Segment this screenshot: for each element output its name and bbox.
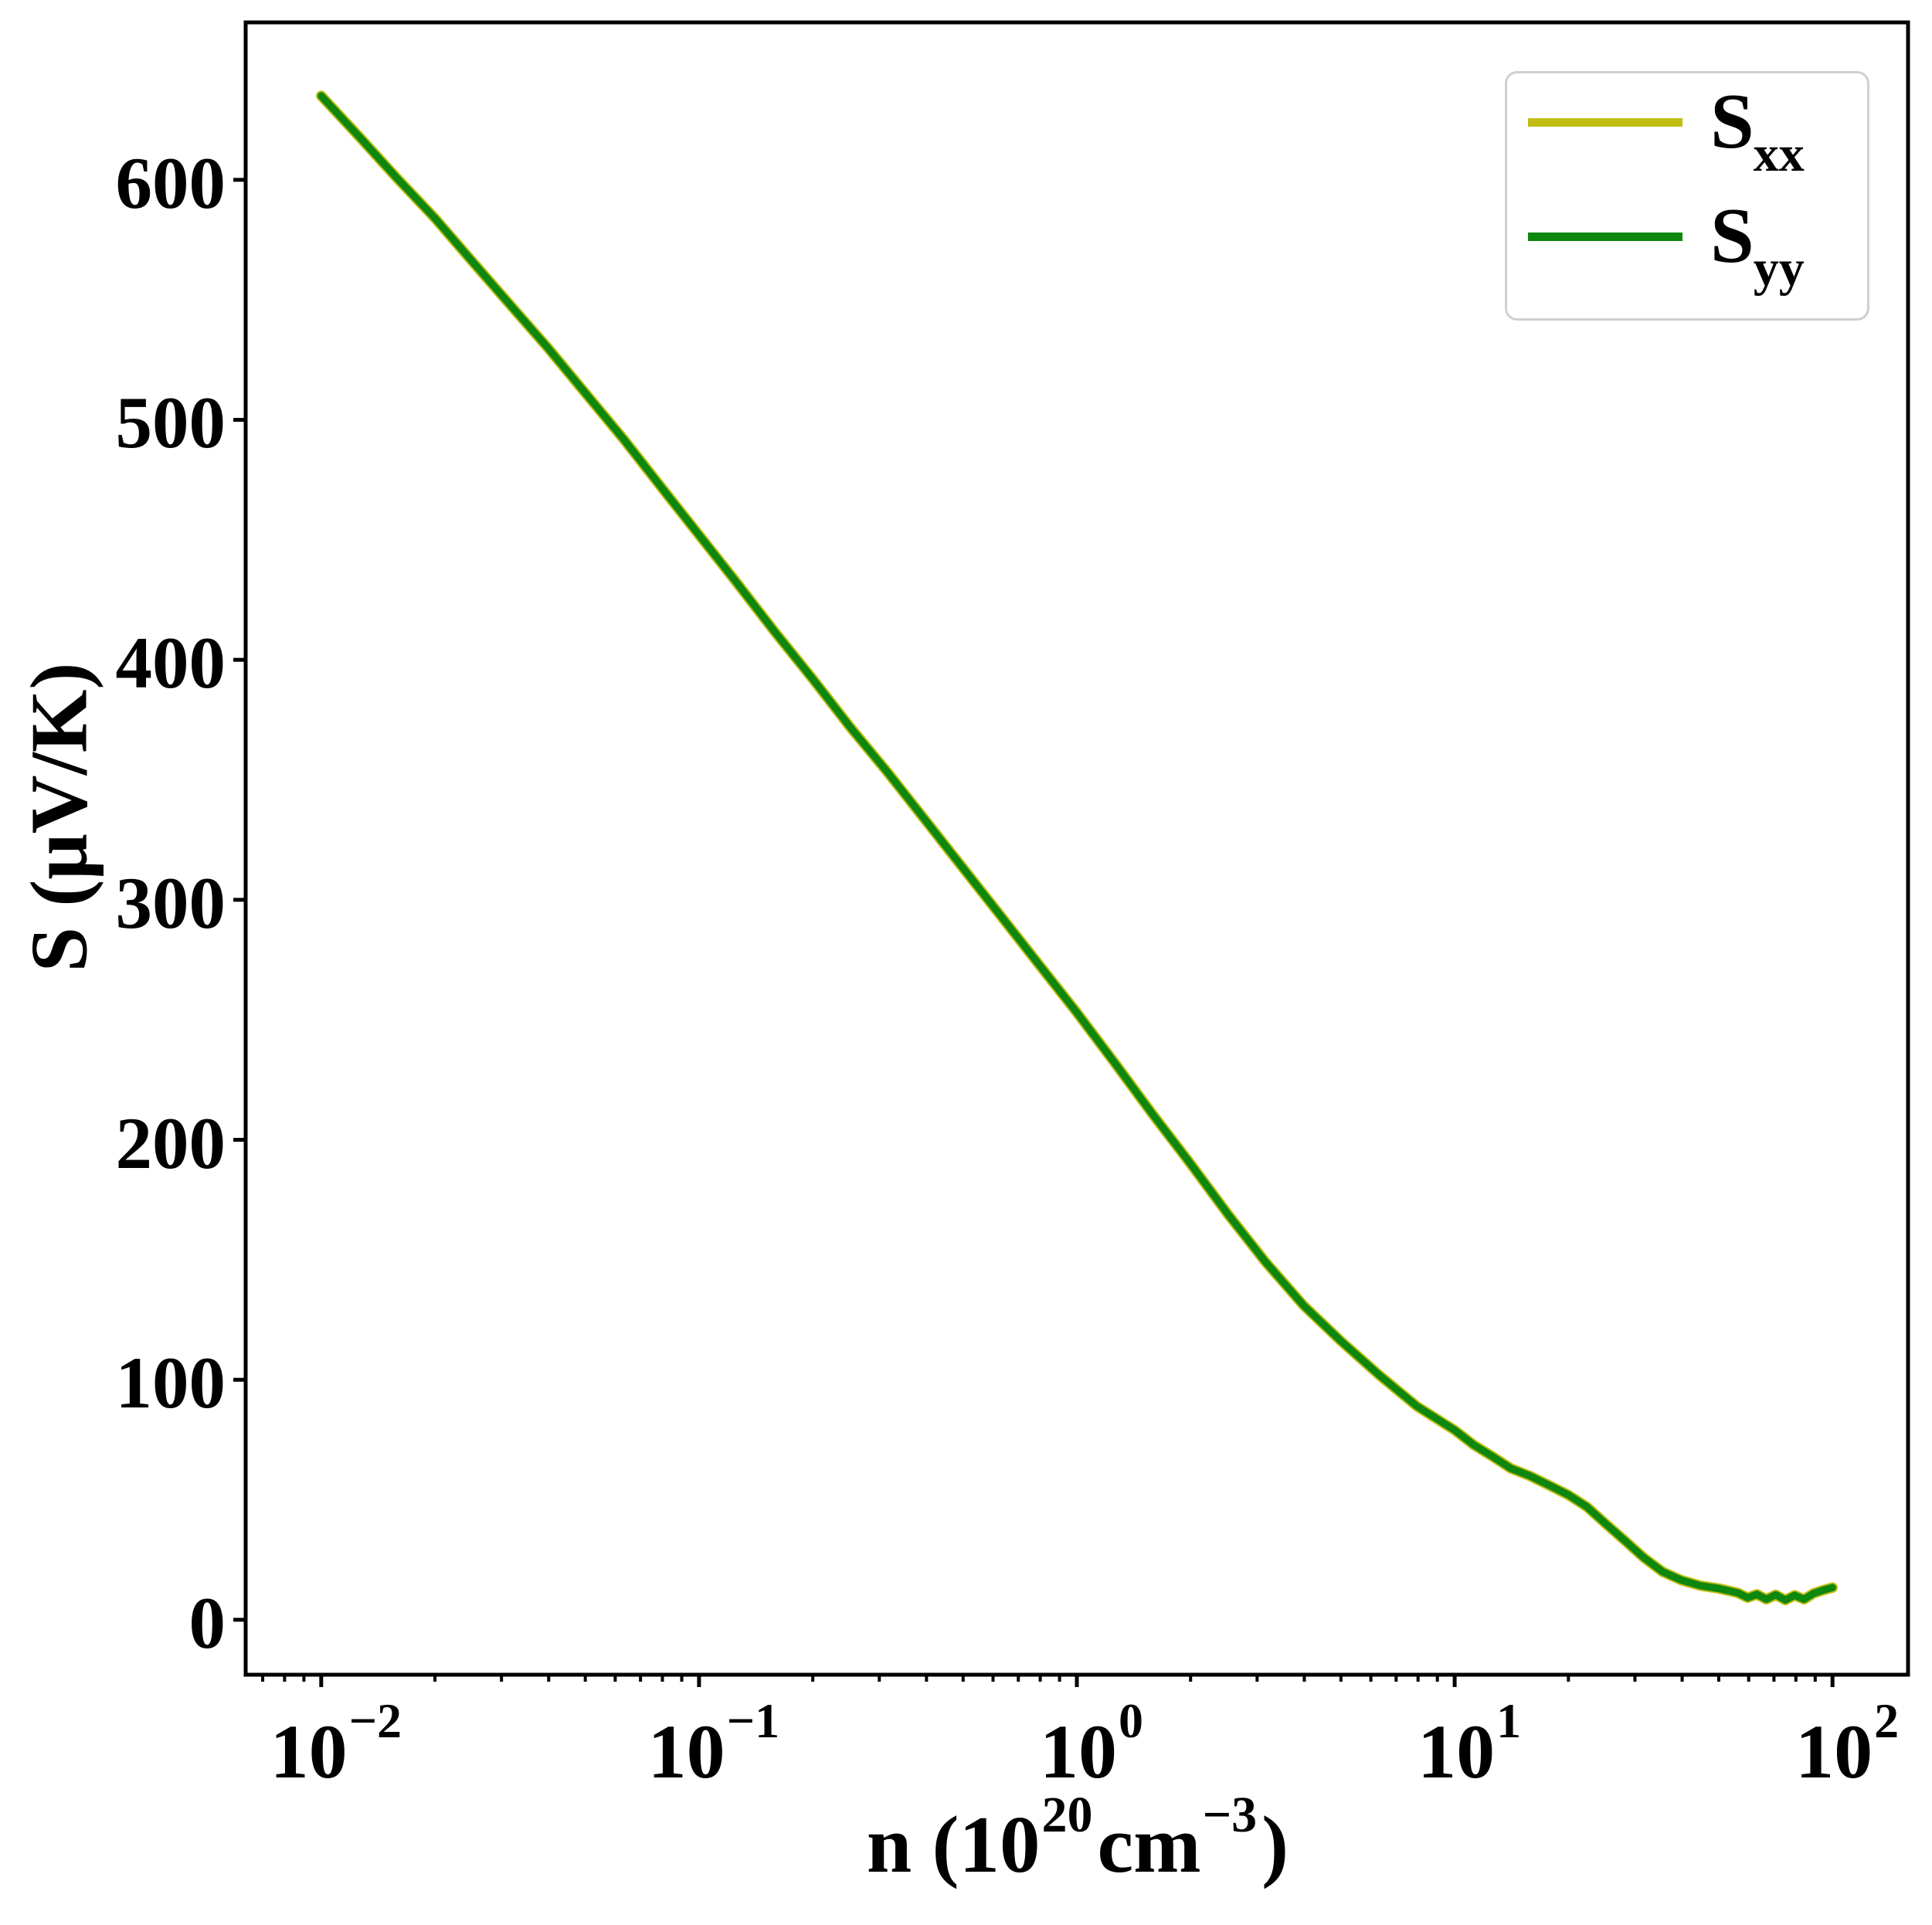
x-axis-label-unit: cm	[1097, 1799, 1201, 1889]
x-axis-label-close: )	[1261, 1799, 1289, 1889]
sxx-curve	[316, 90, 1838, 1606]
x-axis-label-exponent: 20	[1041, 1787, 1093, 1843]
legend-entry-sxx: Sxx	[1528, 78, 1805, 182]
syy-curve	[317, 92, 1836, 1604]
syy-legend-label: Syy	[1710, 192, 1805, 297]
sxx-legend-line	[1528, 117, 1682, 127]
syy-legend-line	[1528, 232, 1682, 241]
x-axis-label-text: n (10	[866, 1799, 1041, 1889]
legend: Sxx Syy	[1505, 71, 1869, 321]
sxx-legend-label: Sxx	[1710, 78, 1805, 182]
x-axis-label: n (1020cm−3)	[866, 1790, 1289, 1889]
legend-entry-syy: Syy	[1528, 192, 1805, 297]
y-axis-label: S (μV/K)	[13, 662, 104, 973]
x-axis-label-unit-exponent: −3	[1202, 1787, 1258, 1843]
